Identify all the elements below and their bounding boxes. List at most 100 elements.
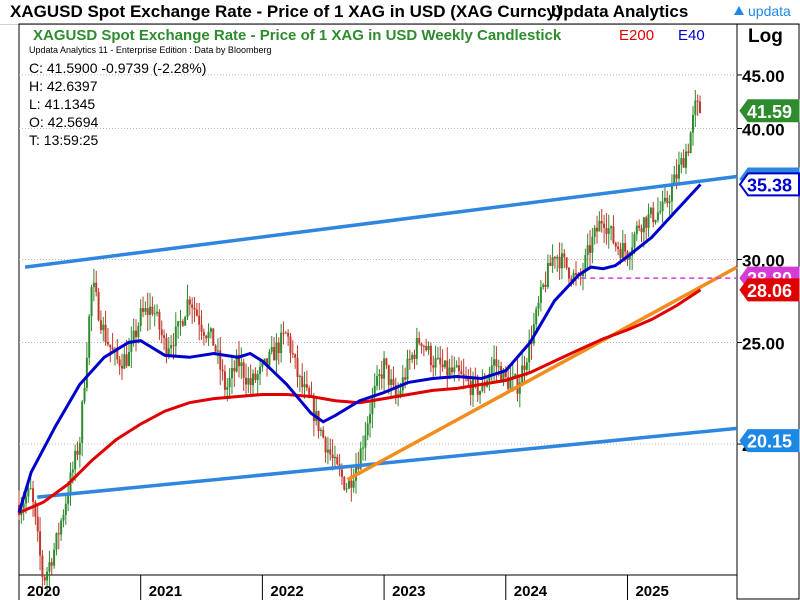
candle-body <box>507 377 510 389</box>
candle-body <box>29 488 32 490</box>
candle-body <box>352 480 355 488</box>
ohlc-close: C: 41.5900 -0.9739 (-2.28%) <box>29 60 206 76</box>
candle-body <box>469 380 472 395</box>
candle-body <box>394 384 397 399</box>
candle-body <box>62 515 65 521</box>
candle-body <box>689 132 692 154</box>
candle-body <box>95 282 98 293</box>
candle-body <box>130 339 133 352</box>
legend-e200: E200 <box>619 27 654 44</box>
candle-body <box>67 495 70 504</box>
candle-body <box>245 377 248 385</box>
candle-body <box>518 382 521 394</box>
candle-body <box>247 378 250 385</box>
candle-body <box>481 382 484 392</box>
candle-body <box>41 555 44 577</box>
candle-body <box>411 354 414 360</box>
candle-body <box>600 220 603 224</box>
candle-body <box>523 365 526 370</box>
candle-body <box>567 267 570 279</box>
candle-body <box>539 287 542 303</box>
candle-body <box>443 360 446 368</box>
candle-body <box>158 311 161 330</box>
candle-body <box>200 324 203 332</box>
candle-body <box>404 377 407 380</box>
candle-body <box>228 378 231 388</box>
candle-body <box>560 253 563 269</box>
candle-body <box>638 225 641 229</box>
candle-body <box>221 369 224 372</box>
candle-body <box>181 321 184 326</box>
candle-body <box>656 212 659 221</box>
candle-body <box>102 324 105 331</box>
candle-body <box>364 435 367 448</box>
candle-body <box>345 488 348 490</box>
candle-body <box>479 391 482 395</box>
candle-body <box>132 330 135 340</box>
candle-body <box>142 308 145 312</box>
candle-body <box>127 351 130 366</box>
series-e200 <box>18 288 702 515</box>
candle-body <box>270 346 273 352</box>
candle-body <box>184 316 187 326</box>
candle-body <box>509 379 512 389</box>
candle-body <box>668 201 671 203</box>
candle-body <box>586 245 589 256</box>
candle-body <box>25 496 28 504</box>
candle-body <box>284 332 287 334</box>
candle-body <box>591 236 594 253</box>
candle-body <box>109 344 112 348</box>
candle-body <box>198 315 201 325</box>
candle-body <box>500 366 503 383</box>
chart-title: XAGUSD Spot Exchange Rate - Price of 1 X… <box>33 27 562 44</box>
y-tick-label: 25.00 <box>742 334 785 353</box>
ohlc-open: O: 42.5694 <box>29 114 98 130</box>
candle-body <box>39 531 42 556</box>
price-label-text: 20.15 <box>747 432 792 452</box>
candle-body <box>399 390 402 395</box>
candle-body <box>167 348 170 355</box>
candle-body <box>546 262 549 287</box>
candle-body <box>116 349 119 360</box>
candle-body <box>392 379 395 385</box>
candle-body <box>191 304 194 308</box>
candle-body <box>603 223 606 228</box>
candle-body <box>212 328 215 346</box>
y-tick-label: 40.00 <box>742 121 785 140</box>
candle-body <box>434 358 437 368</box>
candle-body <box>448 367 451 376</box>
candle-body <box>53 549 56 566</box>
candle-body <box>598 220 601 232</box>
candle-body <box>699 101 702 113</box>
candle-body <box>640 228 643 233</box>
candle-body <box>504 369 507 378</box>
candle-body <box>301 376 304 387</box>
price-label-box <box>738 172 800 197</box>
candle-body <box>427 345 430 351</box>
y-tick-label: 30.00 <box>742 251 785 270</box>
candle-body <box>413 354 416 359</box>
candle-body <box>207 331 210 339</box>
candle-body <box>565 257 568 268</box>
candle-body <box>135 330 138 338</box>
candle-body <box>366 423 369 436</box>
candle-body <box>340 469 343 478</box>
candle-body <box>441 364 444 368</box>
candle-body <box>331 454 334 459</box>
candle-body <box>163 335 166 338</box>
candle-body <box>380 374 383 379</box>
candle-body <box>324 437 327 453</box>
candle-body <box>240 362 243 367</box>
candle-body <box>677 164 680 179</box>
logo-text: updata <box>748 3 791 19</box>
candle-body <box>32 488 35 502</box>
candle-body <box>120 365 123 369</box>
candle-body <box>160 329 163 336</box>
candle-body <box>60 520 63 535</box>
candle-body <box>544 284 547 287</box>
candle-body <box>317 411 320 432</box>
candle-body <box>266 358 269 366</box>
candle-body <box>455 365 458 368</box>
candle-body <box>85 357 88 388</box>
